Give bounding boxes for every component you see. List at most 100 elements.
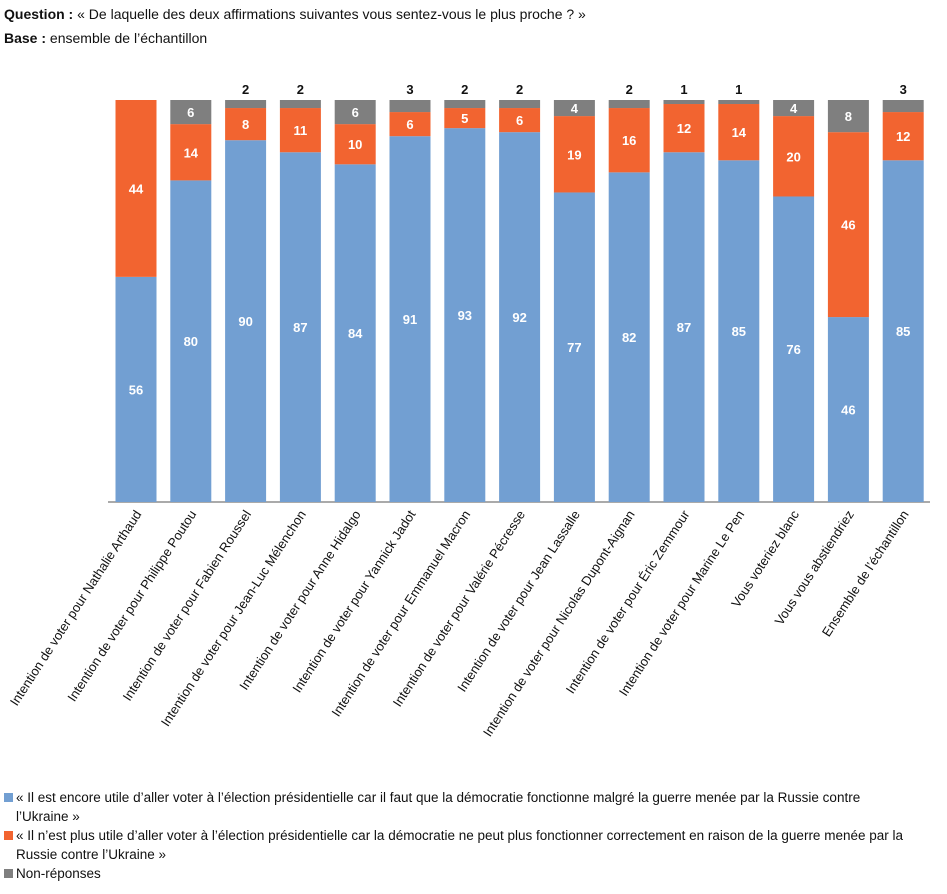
value-label: 10 [348, 137, 362, 152]
base-text: ensemble de l’échantillon [49, 30, 208, 46]
value-label: 14 [732, 125, 747, 140]
bar-segment [170, 100, 212, 125]
bar-segment [389, 100, 431, 113]
value-label: 6 [352, 105, 359, 120]
bar-segment [663, 100, 705, 105]
legend-swatch [4, 831, 13, 840]
bar-segment [882, 160, 924, 503]
bar-segment [279, 108, 321, 153]
value-label: 14 [184, 145, 199, 160]
bar-segment [827, 317, 869, 502]
bar-segment [225, 140, 267, 502]
value-label: 2 [516, 82, 523, 97]
value-label: 85 [896, 324, 910, 339]
bar-segment [499, 132, 541, 502]
legend-swatch [4, 869, 13, 878]
value-label: 4 [790, 101, 798, 116]
value-label: 44 [129, 181, 144, 196]
bar-segment [334, 100, 376, 125]
bar-segment [773, 196, 815, 503]
value-label: 2 [461, 82, 468, 97]
bar-segment [499, 108, 541, 133]
value-label: 3 [406, 82, 413, 97]
value-label: 1 [680, 82, 687, 97]
bar-segment [444, 108, 486, 129]
question-label: Question : [4, 6, 74, 22]
value-label: 80 [184, 334, 198, 349]
legend-text: Non-réponses [16, 866, 101, 881]
question: Question : « De laquelle des deux affirm… [4, 6, 586, 22]
value-label: 46 [841, 218, 855, 233]
bar-segment [170, 124, 212, 181]
bar-segment [773, 116, 815, 197]
value-label: 84 [348, 326, 363, 341]
bar-segment [663, 104, 705, 153]
question-text: « De laquelle des deux affirmations suiv… [77, 6, 586, 22]
legend-swatch [4, 793, 13, 802]
bar-segment [608, 108, 650, 173]
value-label: 4 [571, 101, 579, 116]
value-label: 87 [293, 320, 307, 335]
bar-segment [718, 100, 760, 105]
value-label: 19 [567, 147, 581, 162]
value-label: 2 [297, 82, 304, 97]
bar-segment [718, 104, 760, 161]
bar-segment [553, 116, 595, 193]
legend: « Il est encore utile d’aller voter à l’… [4, 788, 904, 883]
value-label: 87 [677, 320, 691, 335]
bar-segment [608, 172, 650, 503]
bar-segment [115, 100, 157, 277]
bar-segment [389, 112, 431, 137]
bar-segment [718, 160, 760, 503]
bar-segment [334, 124, 376, 165]
value-label: 46 [841, 403, 855, 418]
value-label: 3 [900, 82, 907, 97]
bar-segment [499, 100, 541, 109]
value-label: 6 [516, 113, 523, 128]
value-label: 56 [129, 382, 143, 397]
legend-item: « Il n’est plus utile d’aller voter à l’… [4, 826, 904, 864]
value-label: 5 [461, 111, 468, 126]
bar-segment [553, 100, 595, 117]
value-label: 12 [677, 121, 691, 136]
value-label: 77 [567, 340, 581, 355]
bar-segment [444, 128, 486, 502]
value-label: 90 [238, 314, 252, 329]
value-label: 6 [406, 117, 413, 132]
bar-segment [882, 112, 924, 161]
value-label: 6 [187, 105, 194, 120]
bar-segment [444, 100, 486, 109]
bar-segment [279, 100, 321, 109]
value-label: 91 [403, 312, 417, 327]
value-label: 8 [845, 109, 852, 124]
bar-segment [389, 136, 431, 502]
bar-segment [827, 132, 869, 318]
bar-segment [663, 152, 705, 502]
bar-segment [553, 192, 595, 502]
value-label: 20 [786, 149, 800, 164]
value-label: 85 [732, 324, 746, 339]
value-label: 8 [242, 117, 249, 132]
bar-segment [827, 100, 869, 133]
bar-segment [334, 164, 376, 502]
value-label: 92 [512, 310, 526, 325]
bar-segment [225, 108, 267, 141]
base: Base : ensemble de l’échantillon [4, 30, 207, 46]
bar-segment [225, 100, 267, 109]
legend-item: « Il est encore utile d’aller voter à l’… [4, 788, 904, 826]
value-label: 2 [242, 82, 249, 97]
bar-segment [279, 152, 321, 502]
legend-text: « Il est encore utile d’aller voter à l’… [16, 790, 861, 824]
bar-segment [115, 276, 157, 502]
value-label: 16 [622, 133, 636, 148]
bar-segment [608, 100, 650, 109]
bar-segment [882, 100, 924, 113]
value-label: 1 [735, 82, 742, 97]
value-label: 82 [622, 330, 636, 345]
bar-segment [170, 180, 212, 502]
value-label: 11 [294, 123, 308, 138]
base-label: Base : [4, 30, 47, 46]
x-tick-label: Intention de voter pour Anne Hidalgo [236, 507, 364, 692]
